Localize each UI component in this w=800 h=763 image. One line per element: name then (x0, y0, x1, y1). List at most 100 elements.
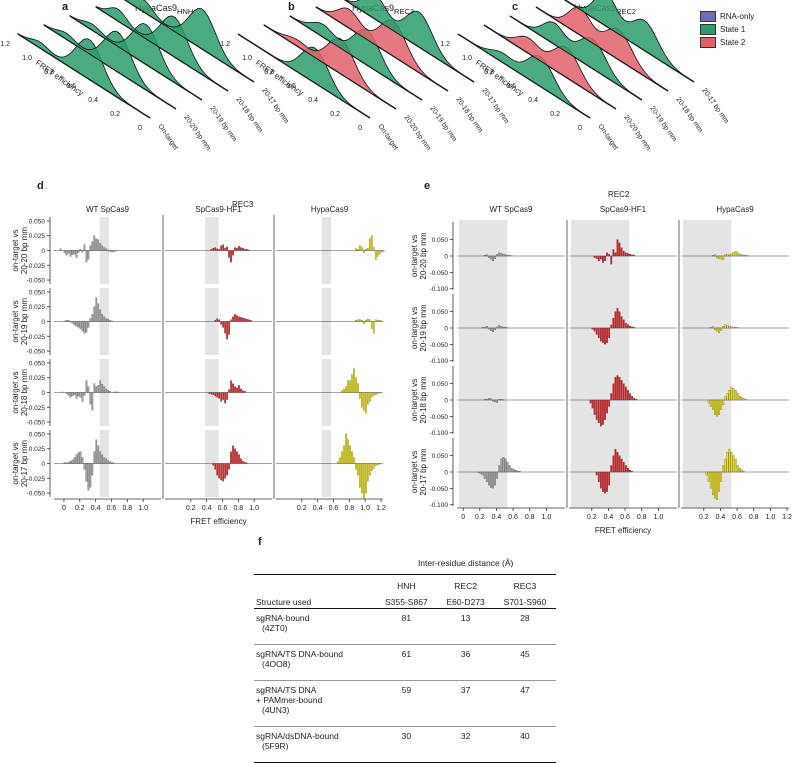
bar (353, 369, 354, 393)
bar (619, 456, 620, 472)
bar (369, 464, 370, 476)
y-tick-label: -0.100 (430, 430, 449, 437)
bar (494, 256, 495, 259)
bar (217, 464, 218, 476)
bar (720, 472, 721, 482)
pdb-id: (4UN3) (256, 705, 373, 715)
bar (100, 452, 101, 464)
residue-rec3: S701-S960 (494, 592, 556, 608)
bar (592, 400, 593, 408)
x-tick-label: 1.0 (249, 505, 259, 512)
bar (633, 398, 634, 400)
bar (84, 245, 85, 251)
bar (723, 256, 724, 260)
bar (608, 254, 609, 256)
bar (238, 455, 239, 464)
y-tick-label: 0.025 (29, 446, 46, 453)
bar (602, 256, 603, 263)
x-axis-label: FRET efficiency (595, 526, 651, 535)
bar (615, 449, 616, 472)
value-cell: 32 (437, 726, 493, 762)
bar (357, 384, 358, 393)
bar (76, 393, 77, 399)
bar (211, 393, 212, 395)
bar (714, 472, 715, 498)
x-tick-label: 0.4 (91, 505, 101, 512)
bar (733, 456, 734, 472)
bar (109, 462, 110, 464)
bar (62, 392, 63, 393)
bar (351, 375, 352, 393)
ridge-condition-label: 20-20 bp mm (182, 114, 211, 152)
y-tick-label: 0 (444, 470, 448, 477)
bar (509, 255, 510, 256)
bar (606, 472, 607, 492)
bar (357, 320, 358, 322)
bar (507, 462, 508, 472)
bar (490, 328, 491, 331)
bar (492, 472, 493, 488)
bar (213, 464, 214, 466)
bar (113, 463, 114, 464)
bar (706, 472, 707, 475)
bar (76, 455, 77, 464)
bar (496, 254, 497, 256)
bar (708, 472, 709, 482)
x-tick-label: 0.4 (202, 505, 212, 512)
bar (625, 387, 626, 400)
bar (492, 256, 493, 261)
bar (248, 320, 249, 322)
bar (226, 393, 227, 400)
bar (635, 399, 636, 400)
bar (367, 319, 368, 321)
bar (501, 459, 502, 472)
bar (76, 322, 77, 327)
bar (209, 393, 210, 394)
bar (488, 328, 489, 329)
bar (729, 326, 730, 328)
ridge-condition-label: 20-18 bp mm (234, 96, 263, 134)
ridge-condition-label: 20-20 bp mm (402, 114, 431, 152)
bar (720, 256, 721, 259)
bar (78, 322, 79, 328)
bar (104, 248, 105, 251)
ridge-tick-label: 0 (358, 125, 362, 132)
bar (499, 325, 500, 328)
bar (113, 392, 114, 393)
bar (383, 251, 384, 252)
y-tick-label: 0 (41, 248, 45, 255)
bar (478, 472, 479, 473)
bar (66, 463, 67, 464)
bar (238, 246, 239, 250)
y-tick-label: 0 (41, 390, 45, 397)
bar (108, 250, 109, 251)
bar (731, 452, 732, 472)
col-header-hnh: HNH (375, 574, 437, 592)
bar (115, 392, 116, 393)
y-tick-label: 0 (444, 398, 448, 405)
bar (725, 459, 726, 472)
bar (606, 253, 607, 256)
bar (731, 387, 732, 400)
ridge-condition-label: 20-17 bp mm (480, 87, 509, 125)
bar (596, 256, 597, 259)
bar (611, 465, 612, 472)
x-tick-label: 0.8 (749, 514, 759, 521)
x-tick-label: 0.8 (233, 505, 243, 512)
bar (80, 249, 81, 250)
bar (492, 328, 493, 332)
bar (627, 468, 628, 472)
bar (373, 322, 374, 334)
bar (94, 236, 95, 251)
y-tick-label: 0.025 (29, 375, 46, 382)
bar (365, 393, 366, 414)
value-cell: 45 (494, 644, 556, 680)
bar (488, 398, 489, 400)
bar (733, 389, 734, 400)
bar (718, 328, 719, 333)
bar (490, 256, 491, 259)
bar (507, 255, 508, 256)
bar (480, 472, 481, 474)
bar (113, 251, 114, 252)
bar (74, 393, 75, 395)
